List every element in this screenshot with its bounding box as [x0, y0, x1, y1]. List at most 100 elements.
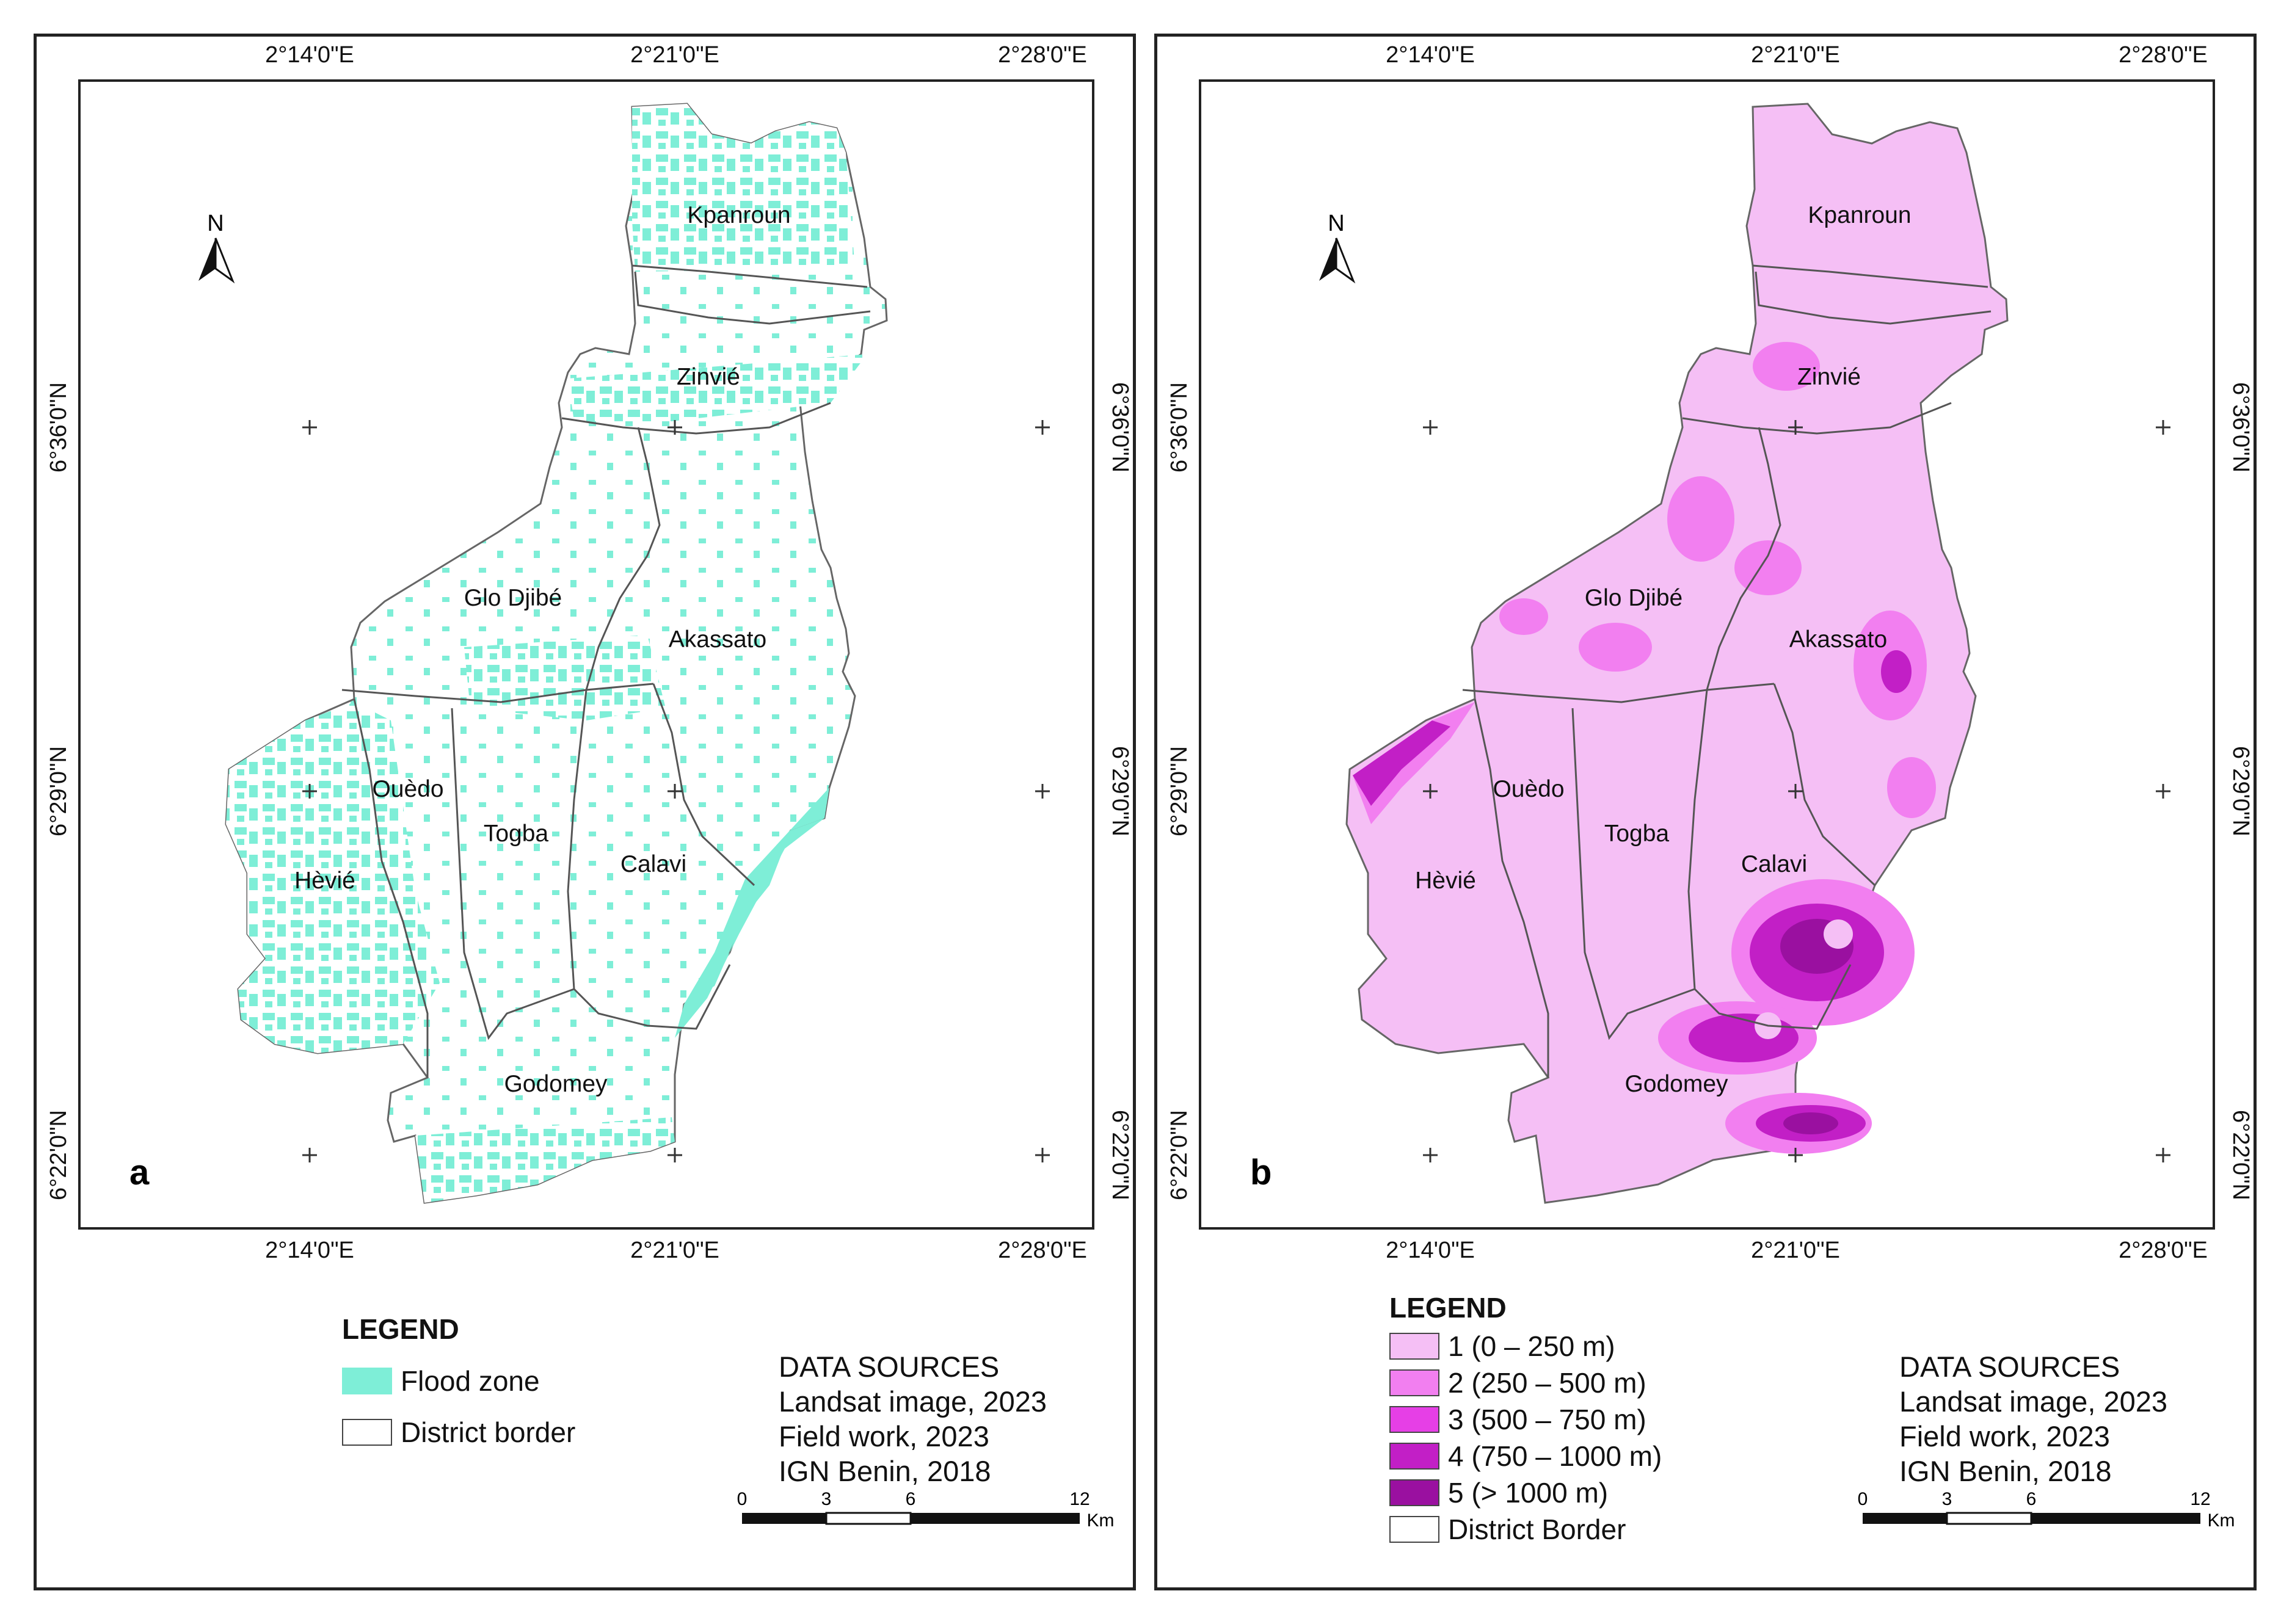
legend-item-district-border: District Border [1389, 1511, 1662, 1548]
north-label: N [207, 211, 224, 236]
data-sources: DATA SOURCES Landsat image, 2023 Field w… [1899, 1349, 2167, 1488]
legend-swatch [1389, 1406, 1439, 1433]
scale-unit: Km [1087, 1510, 1115, 1531]
left-tick-3: 6°22'0"N [1166, 1110, 1192, 1200]
legend-swatch [342, 1368, 392, 1394]
district-hevie: Hèvié [1415, 868, 1476, 894]
top-tick-1: 2°14'0"E [265, 42, 354, 68]
bottom-tick-2: 2°21'0"E [630, 1238, 719, 1263]
map-frame [78, 79, 1094, 1230]
district-zinvie: Zinvié [1797, 364, 1861, 390]
legend-title: LEGEND [1389, 1292, 1507, 1324]
legend-item-flood-zone: Flood zone [342, 1363, 575, 1399]
district-togba: Togba [484, 821, 549, 847]
legend: LEGEND 1 (0 – 250 m) 2 (250 – 500 m) 3 (… [1389, 1291, 1662, 1548]
district-borders [341, 264, 871, 1078]
bottom-tick-2: 2°21'0"E [1751, 1238, 1840, 1263]
district-godomey: Godomey [1624, 1071, 1728, 1097]
district-togba: Togba [1604, 821, 1670, 847]
legend-label: District border [401, 1416, 576, 1448]
scale-tick-6: 6 [906, 1489, 916, 1509]
legend-label: 2 (250 – 500 m) [1448, 1367, 1646, 1399]
top-tick-3: 2°28'0"E [2119, 42, 2208, 68]
district-glo-djibe: Glo Djibé [1585, 585, 1683, 611]
scale-tick-0: 0 [737, 1489, 748, 1509]
top-tick-2: 2°21'0"E [1751, 42, 1840, 68]
district-calavi: Calavi [1741, 851, 1807, 877]
district-hevie: Hèvié [294, 868, 355, 894]
left-tick-2: 6°29'0"N [46, 746, 71, 836]
district-kpanroun: Kpanroun [687, 202, 790, 228]
source-landsat: Landsat image, 2023 [1899, 1385, 2167, 1418]
district-borders [1462, 264, 1992, 1078]
north-label: N [1328, 211, 1344, 236]
bottom-tick-1: 2°14'0"E [265, 1238, 354, 1263]
legend: LEGEND Flood zone District border [342, 1313, 575, 1451]
legend-label: 3 (500 – 750 m) [1448, 1404, 1646, 1435]
panel-b: 2°14'0"E 2°21'0"E 2°28'0"E 2°14'0"E 2°21… [1154, 34, 2257, 1590]
legend-swatch [1389, 1369, 1439, 1396]
right-tick-1: 6°36'0"N [1107, 382, 1133, 473]
scale-bar: 0 3 6 12 Km [737, 1489, 1115, 1531]
legend-item-district-border: District border [342, 1414, 575, 1451]
legend-item-class-3: 3 (500 – 750 m) [1389, 1401, 1662, 1438]
district-ouedo: Ouèdo [372, 776, 443, 802]
district-zinvie: Zinvié [677, 364, 740, 390]
scale-tick-0: 0 [1858, 1489, 1868, 1509]
bottom-tick-3: 2°28'0"E [2119, 1238, 2208, 1263]
right-tick-2: 6°29'0"N [2228, 746, 2254, 836]
north-arrow-icon: N [1319, 211, 1356, 284]
district-akassato: Akassato [1789, 626, 1887, 653]
source-ign: IGN Benin, 2018 [779, 1455, 991, 1487]
scale-tick-6: 6 [2026, 1489, 2037, 1509]
legend-item-class-5: 5 (> 1000 m) [1389, 1474, 1662, 1511]
legend-label: District Border [1448, 1513, 1626, 1545]
legend-item-class-1: 1 (0 – 250 m) [1389, 1328, 1662, 1365]
top-tick-2: 2°21'0"E [630, 42, 719, 68]
legend-swatch [1389, 1516, 1439, 1543]
study-area [1345, 103, 2009, 1204]
legend-item-class-2: 2 (250 – 500 m) [1389, 1365, 1662, 1401]
right-tick-2: 6°29'0"N [1107, 746, 1133, 836]
district-glo-djibe: Glo Djibé [464, 585, 562, 611]
distance-class-map: 2°14'0"E 2°21'0"E 2°28'0"E 2°14'0"E 2°21… [1166, 42, 2254, 1531]
right-tick-1: 6°36'0"N [2228, 382, 2254, 473]
data-sources: DATA SOURCES Landsat image, 2023 Field w… [779, 1349, 1047, 1488]
study-area [225, 103, 888, 1204]
right-tick-3: 6°22'0"N [2228, 1110, 2254, 1200]
district-ouedo: Ouèdo [1493, 776, 1564, 802]
legend-swatch [1389, 1479, 1439, 1506]
map-frame [1199, 79, 2215, 1230]
scale-tick-3: 3 [1942, 1489, 1952, 1509]
source-fieldwork: Field work, 2023 [779, 1420, 989, 1452]
legend-item-class-4: 4 (750 – 1000 m) [1389, 1438, 1662, 1474]
left-tick-2: 6°29'0"N [1166, 746, 1192, 836]
scale-tick-12: 12 [1069, 1489, 1090, 1509]
district-akassato: Akassato [669, 626, 766, 653]
graticule-crosses [1423, 420, 2170, 1162]
graticule-crosses [302, 420, 1050, 1162]
panel-letter: b [1250, 1153, 1271, 1192]
north-arrow-icon: N [198, 211, 235, 284]
source-ign: IGN Benin, 2018 [1899, 1455, 2112, 1487]
legend-label: 1 (0 – 250 m) [1448, 1330, 1615, 1362]
sources-title: DATA SOURCES [1899, 1350, 2120, 1383]
right-tick-3: 6°22'0"N [1107, 1110, 1133, 1200]
flood-zone-map: 2°14'0"E 2°21'0"E 2°28'0"E 2°14'0"E 2°21… [46, 42, 1133, 1531]
bottom-tick-1: 2°14'0"E [1386, 1238, 1475, 1263]
district-kpanroun: Kpanroun [1808, 202, 1911, 228]
panel-letter: a [129, 1153, 150, 1192]
source-landsat: Landsat image, 2023 [779, 1385, 1047, 1418]
legend-label: 5 (> 1000 m) [1448, 1477, 1609, 1509]
bottom-tick-3: 2°28'0"E [998, 1238, 1087, 1263]
legend-swatch [1389, 1333, 1439, 1360]
legend-title: LEGEND [342, 1313, 459, 1345]
left-tick-3: 6°22'0"N [46, 1110, 71, 1200]
left-tick-1: 6°36'0"N [1166, 382, 1192, 473]
scale-tick-12: 12 [2190, 1489, 2210, 1509]
district-calavi: Calavi [620, 851, 686, 877]
scale-tick-3: 3 [821, 1489, 832, 1509]
sources-title: DATA SOURCES [779, 1350, 1000, 1383]
scale-bar: 0 3 6 12 Km [1858, 1489, 2235, 1531]
top-tick-3: 2°28'0"E [998, 42, 1087, 68]
